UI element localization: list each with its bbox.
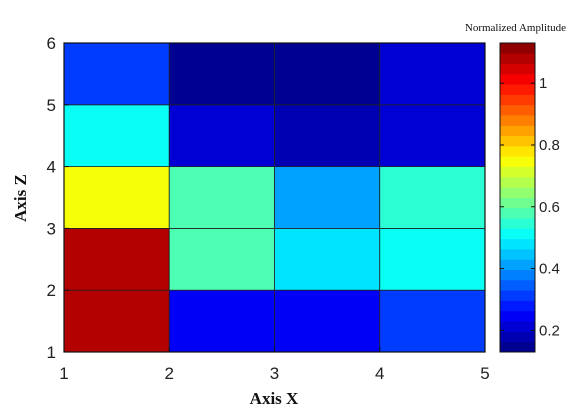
heatmap-cell xyxy=(168,42,275,106)
x-axis-ticks: 1 2 3 4 5 xyxy=(59,347,490,383)
colorbar xyxy=(500,43,535,353)
colorbar-segment xyxy=(500,125,535,137)
colorbar-segment xyxy=(500,135,535,147)
heatmap-cells xyxy=(63,42,486,353)
heatmap-cell xyxy=(168,166,275,229)
colorbar-segment xyxy=(500,238,535,250)
heatmap-cell xyxy=(63,42,170,106)
colorbar-segment xyxy=(500,207,535,219)
y-tick-label: 1 xyxy=(47,343,56,362)
colorbar-tick-label: 0.2 xyxy=(539,322,560,339)
heatmap-cell xyxy=(168,104,275,168)
colorbar-tick-label: 0.4 xyxy=(539,261,560,278)
heatmap-cell xyxy=(379,104,486,168)
colorbar-segment xyxy=(500,269,535,281)
colorbar-segment xyxy=(500,104,535,116)
colorbar-segment xyxy=(500,197,535,209)
x-tick-label: 4 xyxy=(375,364,384,383)
x-tick-label: 3 xyxy=(270,364,279,383)
colorbar-segment xyxy=(500,84,535,95)
colorbar-segment xyxy=(500,146,535,157)
colorbar-title: Normalized Amplitude xyxy=(465,22,566,34)
colorbar-segment xyxy=(500,187,535,198)
colorbar-segment xyxy=(500,156,535,167)
colorbar-segment xyxy=(500,321,535,332)
heatmap-cell xyxy=(63,289,170,353)
colorbar-segment xyxy=(500,166,535,178)
colorbar-segment xyxy=(500,115,535,126)
heatmap-cell xyxy=(379,166,486,229)
colorbar-segment xyxy=(500,331,535,343)
colorbar-segment xyxy=(500,290,535,301)
colorbar-segment xyxy=(500,228,535,240)
colorbar-segment xyxy=(500,279,535,291)
y-tick-label: 6 xyxy=(47,34,56,53)
colorbar-segment xyxy=(500,341,535,353)
heatmap-cell xyxy=(379,227,486,291)
colorbar-segment xyxy=(500,43,535,54)
colorbar-segment xyxy=(500,94,535,106)
colorbar-segment xyxy=(500,310,535,322)
heatmap-cell xyxy=(274,227,381,291)
heatmap-cell xyxy=(379,289,486,353)
colorbar-segment xyxy=(500,249,535,260)
colorbar-ticks: 0.2 0.4 0.6 0.8 1 xyxy=(500,75,560,339)
colorbar-segment xyxy=(500,53,535,64)
colorbar-tick-label: 0.6 xyxy=(539,199,560,216)
x-tick-label: 2 xyxy=(165,364,174,383)
heatmap-cell xyxy=(168,227,275,291)
colorbar-frame xyxy=(499,42,536,353)
x-axis-title: Axis X xyxy=(250,389,299,408)
heatmap-cell xyxy=(274,104,381,168)
colorbar-segment xyxy=(500,73,535,85)
heatmap-cell xyxy=(63,166,170,229)
colorbar-segment xyxy=(500,176,535,188)
colorbar-tick-label: 0.8 xyxy=(539,137,560,154)
y-axis-ticks: 1 2 3 4 5 6 xyxy=(47,34,69,362)
heatmap-cell xyxy=(63,104,170,168)
y-tick-label: 3 xyxy=(47,219,56,238)
y-tick-label: 5 xyxy=(47,96,56,115)
x-tick-label: 1 xyxy=(59,364,68,383)
colorbar-segment xyxy=(500,218,535,229)
heatmap-cell xyxy=(274,166,381,229)
colorbar-tick-label: 1 xyxy=(539,75,547,92)
colorbar-segment xyxy=(500,259,535,270)
heatmap-cell xyxy=(63,227,170,291)
y-tick-label: 4 xyxy=(47,158,56,177)
heatmap-cell xyxy=(274,42,381,106)
colorbar-segment xyxy=(500,63,535,75)
heatmap-cell xyxy=(168,289,275,353)
colorbar-segment xyxy=(500,300,535,312)
heatmap-cell xyxy=(379,42,486,106)
heatmap-cell xyxy=(274,289,381,353)
y-tick-label: 2 xyxy=(47,281,56,300)
x-tick-label: 5 xyxy=(480,364,489,383)
y-axis-title: Axis Z xyxy=(11,174,30,222)
